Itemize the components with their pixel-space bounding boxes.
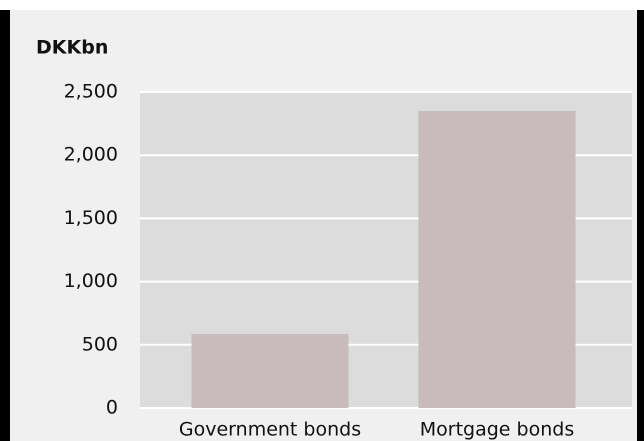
y-tick-label: 1,000 (64, 270, 118, 292)
right-border (637, 10, 644, 441)
y-tick-label: 500 (82, 333, 118, 355)
y-tick-label: 2,500 (64, 81, 118, 103)
x-tick-label: Mortgage bonds (420, 419, 574, 441)
y-tick-label: 2,000 (64, 144, 118, 166)
bar (418, 110, 576, 409)
x-tick-label: Government bonds (179, 419, 361, 441)
y-tick-label: 0 (106, 397, 118, 419)
y-tick-label: 1,500 (64, 207, 118, 229)
bar (191, 334, 349, 408)
left-border (0, 10, 10, 441)
y-axis-label: DKKbn (36, 37, 108, 59)
